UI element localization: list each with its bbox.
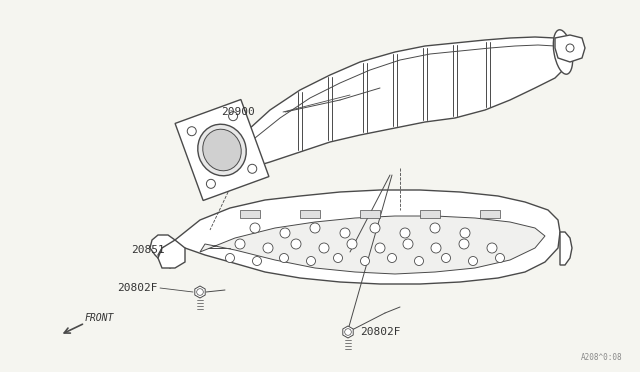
Circle shape (207, 179, 216, 188)
Text: FRONT: FRONT (85, 313, 115, 323)
Circle shape (307, 257, 316, 266)
Circle shape (248, 164, 257, 173)
Circle shape (263, 243, 273, 253)
Circle shape (319, 243, 329, 253)
Circle shape (403, 239, 413, 249)
Ellipse shape (203, 129, 241, 171)
Circle shape (460, 228, 470, 238)
Polygon shape (555, 35, 585, 62)
Circle shape (253, 257, 262, 266)
Polygon shape (240, 210, 260, 218)
Polygon shape (480, 210, 500, 218)
Circle shape (375, 243, 385, 253)
Circle shape (228, 112, 237, 121)
Circle shape (291, 239, 301, 249)
Circle shape (360, 257, 369, 266)
Text: 20802F: 20802F (360, 327, 401, 337)
Circle shape (280, 228, 290, 238)
Circle shape (415, 257, 424, 266)
Circle shape (310, 223, 320, 233)
Ellipse shape (554, 30, 573, 74)
Circle shape (250, 223, 260, 233)
Circle shape (235, 239, 245, 249)
Circle shape (196, 289, 204, 295)
Circle shape (431, 243, 441, 253)
Circle shape (387, 253, 397, 263)
Circle shape (370, 223, 380, 233)
Circle shape (566, 44, 574, 52)
Circle shape (487, 243, 497, 253)
Polygon shape (200, 216, 545, 274)
Circle shape (345, 329, 351, 335)
Polygon shape (360, 210, 380, 218)
Circle shape (188, 127, 196, 136)
Circle shape (495, 253, 504, 263)
Text: 20900: 20900 (221, 107, 255, 117)
Circle shape (430, 223, 440, 233)
Polygon shape (150, 190, 560, 284)
Circle shape (347, 239, 357, 249)
Text: 20802F: 20802F (118, 283, 158, 293)
Text: A208^0:08: A208^0:08 (580, 353, 622, 362)
Circle shape (225, 253, 234, 263)
Polygon shape (175, 99, 269, 201)
Polygon shape (560, 232, 572, 265)
Polygon shape (195, 286, 205, 298)
Polygon shape (210, 37, 568, 170)
Polygon shape (158, 240, 185, 268)
Text: 20851: 20851 (131, 245, 165, 255)
Circle shape (468, 257, 477, 266)
Circle shape (400, 228, 410, 238)
Ellipse shape (198, 124, 246, 176)
Circle shape (340, 228, 350, 238)
Circle shape (442, 253, 451, 263)
Circle shape (459, 239, 469, 249)
Polygon shape (300, 210, 320, 218)
Polygon shape (420, 210, 440, 218)
Circle shape (280, 253, 289, 263)
Polygon shape (343, 326, 353, 338)
Circle shape (333, 253, 342, 263)
